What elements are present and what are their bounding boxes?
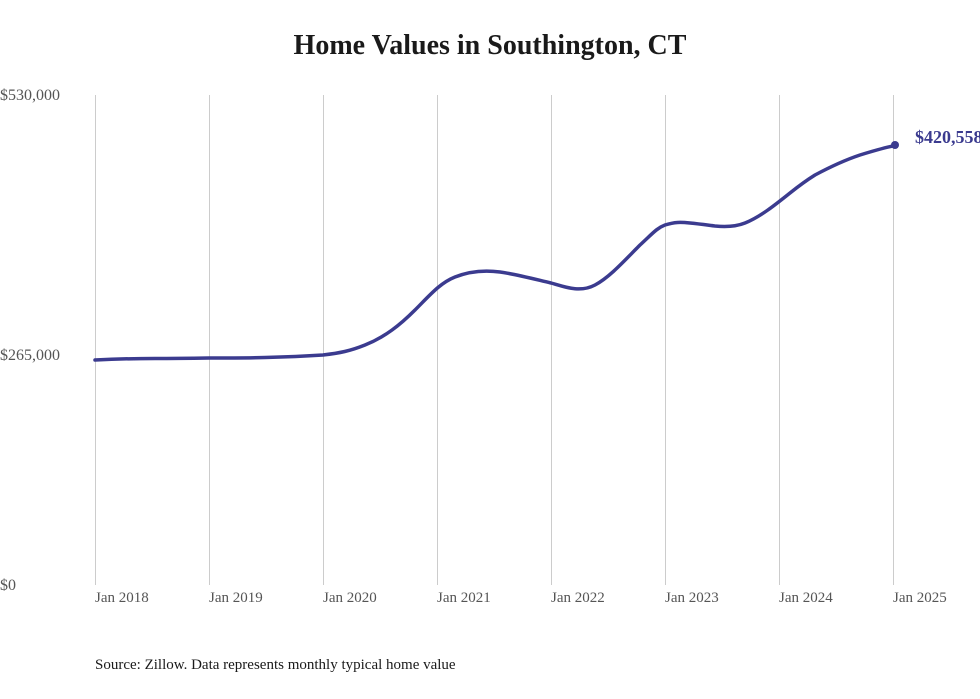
plot-area: $530,000 $265,000 $0 Jan 2018 Jan 2019 J… xyxy=(95,95,895,585)
source-note: Source: Zillow. Data represents monthly … xyxy=(95,657,456,674)
x-tick-5: Jan 2023 xyxy=(665,590,719,607)
chart-container: Home Values in Southington, CT $530,000 … xyxy=(0,0,980,699)
x-tick-2: Jan 2020 xyxy=(323,590,377,607)
x-tick-7: Jan 2025 xyxy=(893,590,947,607)
x-tick-1: Jan 2019 xyxy=(209,590,263,607)
end-value-label: $420,558 xyxy=(915,127,980,148)
home-value-line xyxy=(95,145,895,360)
end-point-marker xyxy=(891,141,899,149)
chart-title: Home Values in Southington, CT xyxy=(0,30,980,62)
x-tick-4: Jan 2022 xyxy=(551,590,605,607)
y-tick-mid: $265,000 xyxy=(0,347,90,365)
x-tick-0: Jan 2018 xyxy=(95,590,149,607)
y-tick-min: $0 xyxy=(0,577,90,595)
x-tick-6: Jan 2024 xyxy=(779,590,833,607)
y-tick-max: $530,000 xyxy=(0,87,90,105)
x-tick-3: Jan 2021 xyxy=(437,590,491,607)
line-chart-svg xyxy=(95,95,895,585)
